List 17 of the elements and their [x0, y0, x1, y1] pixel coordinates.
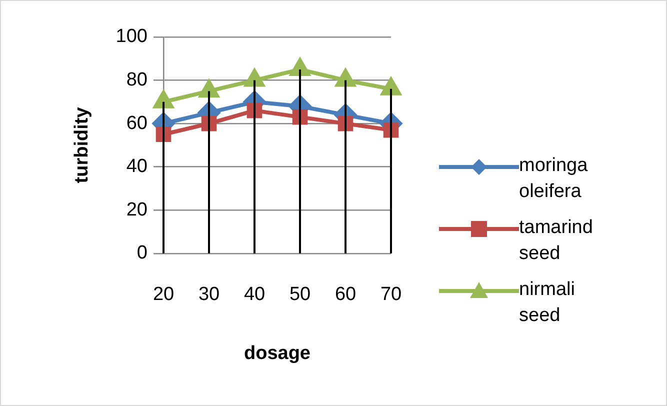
x-tick-label: 60	[334, 284, 356, 306]
legend-label: nirmali seed	[519, 278, 576, 328]
x-tick-label: 70	[380, 284, 402, 306]
y-tick-label: 20	[126, 199, 148, 220]
legend-label: tamarind seed	[519, 216, 594, 266]
y-tick-label: 80	[126, 70, 148, 91]
x-tick-label: 40	[244, 284, 266, 306]
x-tick-label: 30	[198, 284, 220, 306]
x-tick-label: 20	[152, 284, 174, 306]
x-tick-label: 50	[289, 284, 311, 306]
y-axis-title: turbidity	[72, 106, 93, 184]
y-tick-label: 0	[136, 242, 148, 264]
y-tick-label: 100	[116, 26, 148, 48]
legend-label: moringa oleifera	[519, 154, 589, 204]
x-axis-title: dosage	[244, 342, 311, 364]
y-tick-label: 40	[126, 156, 148, 178]
y-tick-label: 60	[126, 112, 148, 134]
